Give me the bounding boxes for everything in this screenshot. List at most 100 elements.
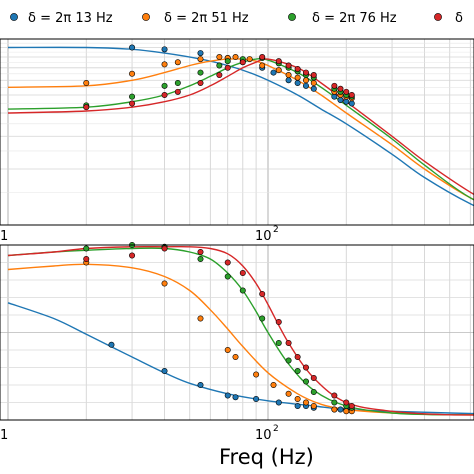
top-xtick-100-exp: 2	[273, 225, 279, 235]
data-point	[161, 82, 168, 89]
data-point	[285, 390, 292, 397]
data-point	[197, 56, 204, 63]
data-point	[174, 88, 181, 95]
top-frame	[0, 38, 474, 226]
data-point	[129, 252, 136, 259]
data-point	[253, 371, 260, 378]
data-point	[348, 402, 355, 409]
top-xtick-10: 1	[0, 229, 8, 244]
data-point	[197, 249, 204, 256]
top-xtick-100: 10	[255, 229, 272, 244]
data-point	[174, 80, 181, 87]
data-point	[83, 255, 90, 262]
data-point	[285, 357, 292, 364]
data-point	[294, 367, 301, 374]
data-point	[83, 80, 90, 87]
data-point	[331, 399, 338, 406]
data-point	[83, 104, 90, 111]
data-point	[161, 367, 168, 374]
data-point	[197, 381, 204, 388]
data-point	[310, 402, 317, 409]
top-markers	[83, 44, 355, 111]
legend-label-1: δ = 2π 51 Hz	[164, 11, 249, 26]
data-point	[331, 392, 338, 399]
data-point	[331, 406, 338, 413]
data-point	[246, 56, 253, 63]
data-point	[310, 388, 317, 395]
data-point	[331, 82, 338, 89]
data-point	[216, 54, 223, 61]
data-point	[285, 62, 292, 69]
bottom-plot: 1 10 2 Freq (Hz)	[0, 242, 474, 469]
data-point	[337, 406, 344, 413]
data-point	[224, 64, 231, 71]
legend-label-2: δ = 2π 76 Hz	[312, 11, 397, 26]
data-point	[239, 287, 246, 294]
data-point	[302, 378, 309, 385]
data-point	[302, 364, 309, 371]
series-line-0	[7, 46, 474, 207]
legend-marker-3	[434, 13, 442, 21]
data-point	[310, 85, 317, 92]
data-point	[337, 96, 344, 103]
series-line-0	[7, 302, 474, 415]
data-point	[275, 399, 282, 406]
data-point	[337, 85, 344, 92]
data-point	[343, 88, 350, 95]
legend-label-3: δ	[455, 11, 463, 26]
bottom-xtick-100-exp: 2	[273, 424, 279, 434]
top-grid	[0, 38, 474, 226]
data-point	[275, 58, 282, 65]
data-point	[232, 394, 239, 401]
data-point	[216, 62, 223, 69]
series-line-3	[7, 245, 474, 416]
data-point	[161, 61, 168, 68]
data-point	[161, 91, 168, 98]
data-point	[302, 399, 309, 406]
data-point	[129, 100, 136, 107]
data-point	[224, 58, 231, 65]
data-point	[129, 93, 136, 100]
series-line-1	[7, 263, 474, 416]
data-point	[259, 54, 266, 61]
legend: δ = 2π 13 Hz δ = 2π 51 Hz δ = 2π 76 Hz δ	[10, 11, 463, 26]
data-point	[239, 59, 246, 66]
top-curves	[7, 46, 474, 207]
data-point	[161, 245, 168, 252]
bottom-frame	[0, 244, 474, 421]
data-point	[285, 77, 292, 84]
data-point	[343, 98, 350, 105]
legend-marker-2	[288, 13, 296, 21]
top-plot: 1 10 2	[0, 38, 474, 244]
legend-marker-0	[10, 13, 18, 21]
data-point	[224, 259, 231, 266]
data-point	[216, 72, 223, 79]
data-point	[275, 67, 282, 74]
data-point	[108, 341, 115, 348]
data-point	[232, 353, 239, 360]
data-point	[294, 74, 301, 81]
x-axis-label: Freq (Hz)	[219, 445, 314, 469]
data-point	[302, 77, 309, 84]
series-line-1	[7, 58, 474, 201]
data-point	[197, 69, 204, 76]
series-line-2	[7, 57, 474, 201]
legend-label-0: δ = 2π 13 Hz	[28, 11, 113, 26]
data-point	[174, 59, 181, 66]
data-point	[294, 402, 301, 409]
bottom-markers	[83, 242, 355, 415]
data-point	[224, 392, 231, 399]
data-point	[83, 245, 90, 252]
legend-marker-1	[142, 13, 150, 21]
data-point	[302, 82, 309, 89]
data-point	[259, 290, 266, 297]
series-line-3	[7, 58, 474, 196]
data-point	[197, 315, 204, 322]
bottom-xtick-10: 1	[0, 428, 8, 443]
data-point	[232, 54, 239, 61]
data-point	[310, 374, 317, 381]
data-point	[343, 408, 350, 415]
data-point	[294, 80, 301, 87]
data-point	[161, 280, 168, 287]
